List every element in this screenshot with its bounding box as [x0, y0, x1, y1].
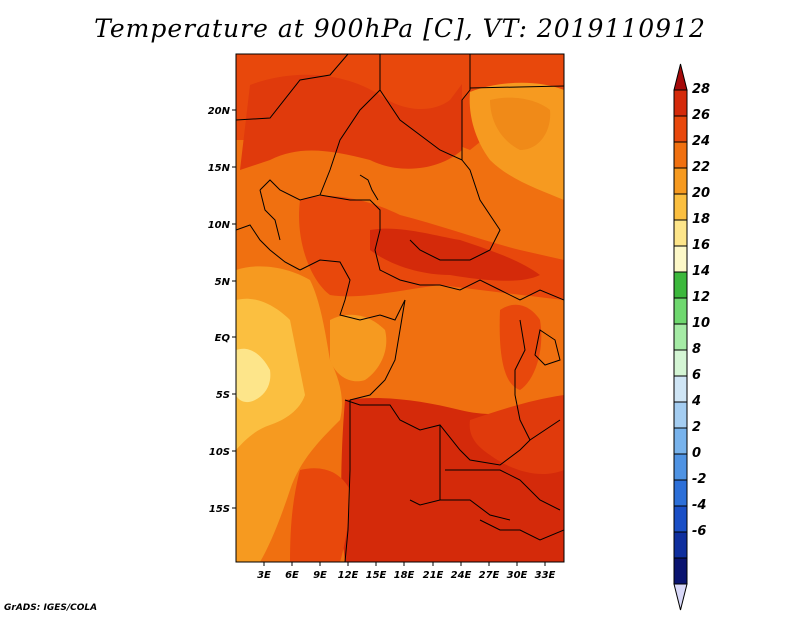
colorbar-swatch — [673, 219, 688, 247]
colorbar-label: 4 — [691, 394, 701, 409]
colorbar — [673, 63, 688, 611]
colorbar-label: 12 — [692, 290, 710, 305]
lat-label-5s: 5S — [216, 390, 230, 401]
colorbar-label: 20 — [692, 186, 710, 201]
colorbar-label: 8 — [692, 342, 701, 357]
lat-label-15n: 15N — [208, 163, 231, 174]
lon-label-18e: 18E — [394, 570, 415, 581]
colorbar-label: -6 — [692, 524, 706, 539]
colorbar-swatch — [673, 271, 688, 299]
map-frame — [235, 53, 565, 563]
colorbar-label: 26 — [692, 108, 710, 123]
colorbar-swatch — [673, 479, 688, 507]
colorbar-swatch — [673, 349, 688, 377]
colorbar-swatch — [673, 427, 688, 455]
lat-label-15s: 15S — [209, 504, 230, 515]
colorbar-label: 14 — [692, 264, 710, 279]
footer-credit: GrADS: IGES/COLA — [4, 603, 98, 613]
colorbar-swatch — [673, 401, 688, 429]
colorbar-bottom-arrow — [673, 583, 688, 611]
colorbar-swatch — [673, 245, 688, 273]
lat-label-10n: 10N — [208, 220, 231, 231]
lat-label-20n: 20N — [208, 106, 231, 117]
colorbar-label: 0 — [692, 446, 701, 461]
lat-label-10s: 10S — [209, 447, 230, 458]
colorbar-swatch — [673, 297, 688, 325]
lon-label-33e: 33E — [535, 570, 556, 581]
colorbar-swatch — [673, 531, 688, 559]
colorbar-swatch — [673, 557, 688, 585]
colorbar-label: 10 — [692, 316, 710, 331]
colorbar-top-arrow — [673, 63, 688, 91]
lon-label-15e: 15E — [366, 570, 387, 581]
lat-label-eq: EQ — [215, 333, 231, 344]
colorbar-swatch — [673, 141, 688, 169]
lon-axis — [263, 562, 546, 566]
lon-label-21e: 21E — [423, 570, 444, 581]
lon-label-30e: 30E — [507, 570, 528, 581]
colorbar-label: 6 — [692, 368, 701, 383]
colorbar-swatch — [673, 89, 688, 117]
map-title: Temperature at 900hPa [C], VT: 201911091… — [94, 14, 706, 43]
colorbar-label: 18 — [692, 212, 710, 227]
colorbar-label: -2 — [692, 472, 706, 487]
lon-label-3e: 3E — [257, 570, 271, 581]
lon-label-24e: 24E — [451, 570, 472, 581]
temperature-field — [236, 54, 564, 562]
lat-label-5n: 5N — [215, 277, 231, 288]
colorbar-swatch — [673, 193, 688, 221]
lat-axis — [232, 109, 236, 509]
colorbar-label: 22 — [692, 160, 710, 175]
lon-label-6e: 6E — [285, 570, 299, 581]
colorbar-swatch — [673, 167, 688, 195]
colorbar-label: 2 — [692, 420, 701, 435]
colorbar-label: 24 — [692, 134, 710, 149]
lon-label-27e: 27E — [479, 570, 500, 581]
colorbar-label: 16 — [692, 238, 710, 253]
lon-label-9e: 9E — [313, 570, 327, 581]
colorbar-swatch — [673, 453, 688, 481]
colorbar-swatch — [673, 115, 688, 143]
colorbar-swatch — [673, 375, 688, 403]
colorbar-label: 28 — [692, 82, 710, 97]
country-borders — [236, 54, 564, 562]
colorbar-swatch — [673, 323, 688, 351]
lon-label-12e: 12E — [338, 570, 359, 581]
colorbar-label: -4 — [692, 498, 706, 513]
colorbar-swatch — [673, 505, 688, 533]
